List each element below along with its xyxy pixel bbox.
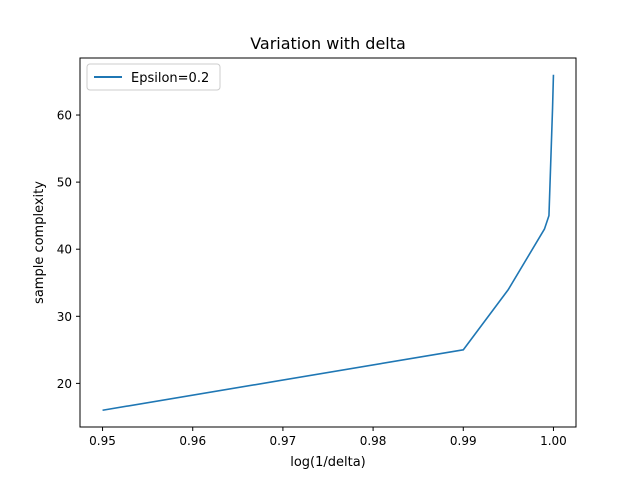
x-axis: 0.95 0.96 0.97 0.98 0.99 1.00 [89, 427, 567, 448]
x-tick-label: 0.99 [450, 434, 477, 448]
x-tick-label: 0.95 [89, 434, 116, 448]
y-tick-label: 60 [57, 109, 72, 123]
y-tick-label: 50 [57, 176, 72, 190]
y-tick-label: 30 [57, 310, 72, 324]
x-tick-label: 1.00 [540, 434, 567, 448]
chart-title: Variation with delta [250, 34, 406, 53]
series-line-0 [102, 74, 555, 412]
y-axis: 20 30 40 50 60 [57, 109, 80, 391]
y-axis-label: sample complexity [32, 181, 47, 304]
legend-box [86, 63, 221, 91]
plot-area [102, 74, 555, 412]
x-tick-label: 0.96 [179, 434, 206, 448]
legend: Epsilon=0.2 [86, 63, 221, 91]
x-tick-label: 0.98 [360, 434, 387, 448]
y-tick-label: 20 [57, 377, 72, 391]
axes-frame [79, 57, 577, 428]
x-axis-label: log(1/delta) [290, 455, 366, 470]
y-tick-label: 40 [57, 243, 72, 257]
legend-label: Epsilon=0.2 [131, 71, 209, 86]
x-tick-label: 0.97 [270, 434, 297, 448]
